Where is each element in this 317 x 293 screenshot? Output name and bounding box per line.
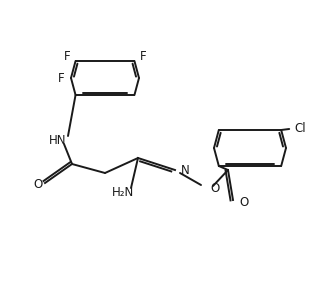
Text: Cl: Cl	[294, 122, 306, 134]
Text: F: F	[140, 50, 146, 62]
Text: O: O	[210, 181, 219, 195]
Text: H₂N: H₂N	[112, 185, 134, 198]
Text: O: O	[33, 178, 42, 192]
Text: HN: HN	[49, 134, 67, 146]
Text: F: F	[64, 50, 70, 62]
Text: N: N	[181, 163, 190, 176]
Text: F: F	[58, 71, 64, 84]
Text: O: O	[239, 197, 248, 209]
